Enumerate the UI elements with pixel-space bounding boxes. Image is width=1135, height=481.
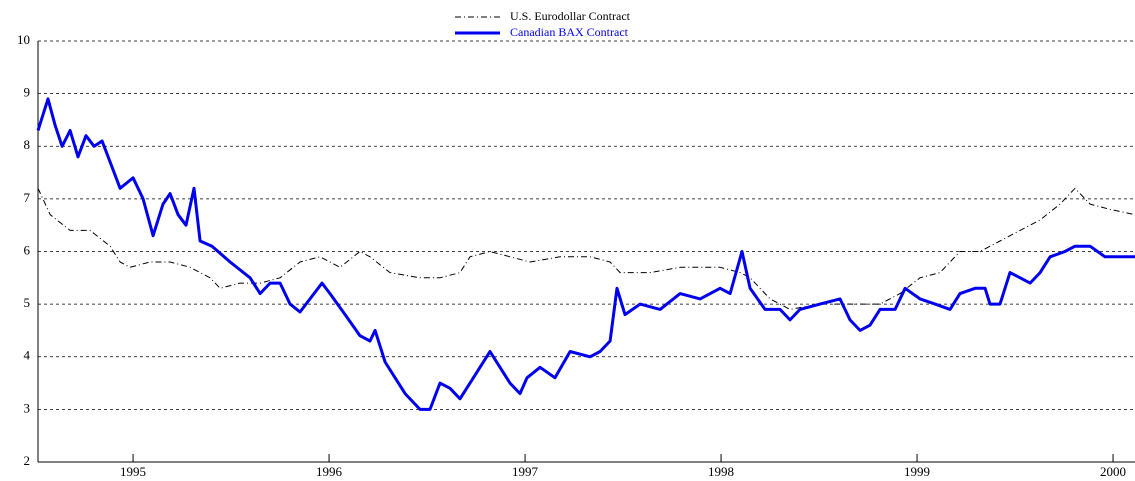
y-tick-label: 5 (24, 295, 31, 310)
series-line (37, 187, 1135, 310)
y-tick-label: 8 (24, 137, 31, 152)
y-tick-label: 3 (24, 400, 31, 415)
x-tick-label: 1995 (120, 464, 146, 479)
x-tick-label: 2000 (1100, 464, 1126, 479)
y-tick-label: 6 (24, 242, 31, 257)
y-tick-label: 2 (24, 453, 31, 468)
x-tick-label: 1998 (708, 464, 734, 479)
x-tick-label: 1996 (316, 464, 343, 479)
legend-label: Canadian BAX Contract (510, 25, 629, 39)
y-tick-label: 10 (17, 32, 30, 47)
x-tick-label: 1997 (512, 464, 539, 479)
y-tick-label: 7 (24, 190, 31, 205)
series-line (36, 97, 1135, 411)
legend-label: U.S. Eurodollar Contract (510, 9, 631, 23)
x-tick-label: 1999 (904, 464, 930, 479)
y-tick-label: 9 (24, 85, 31, 100)
y-tick-label: 4 (24, 348, 31, 363)
